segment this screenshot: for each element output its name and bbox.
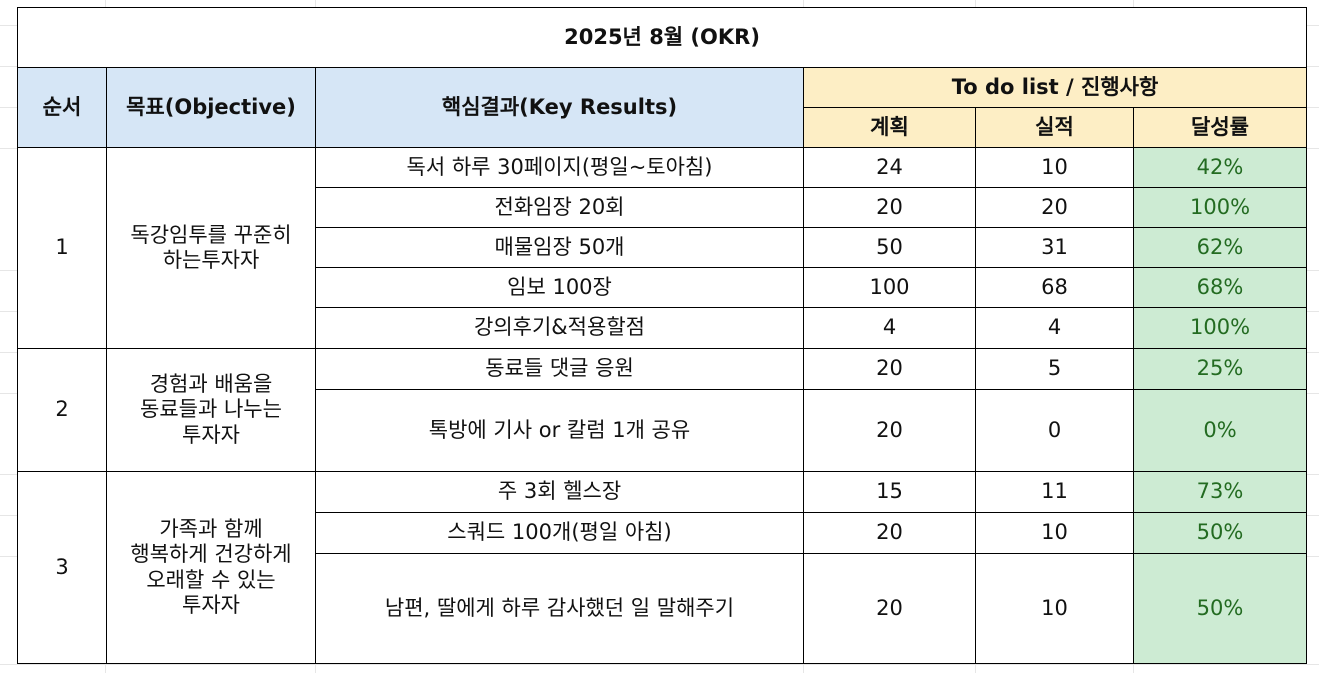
plan-cell[interactable]: 4 [803,307,976,349]
actual-cell[interactable]: 31 [975,227,1134,268]
plan-cell[interactable]: 24 [803,147,976,188]
plan-cell[interactable]: 20 [803,512,976,554]
actual-cell[interactable]: 10 [975,553,1134,664]
key-result-cell[interactable]: 매물임장 50개 [315,227,804,268]
actual-cell[interactable]: 5 [975,348,1134,390]
actual-cell[interactable]: 20 [975,187,1134,228]
header-row-top: 순서 목표(Objective) 핵심결과(Key Results) To do… [17,67,1308,148]
actual-cell[interactable]: 10 [975,147,1134,188]
objective-text: 경험과 배움을 동료들과 나누는 투자자 [108,372,315,448]
plan-cell[interactable]: 20 [803,389,976,472]
table-row: 스쿼드 100개(평일 아침) 20 10 50% [18,512,1308,554]
objective-line: 투자자 [182,422,240,447]
actual-cell[interactable]: 68 [975,267,1134,308]
key-result-cell[interactable]: 임보 100장 [315,267,804,308]
header-objective[interactable]: 목표(Objective) [106,67,316,148]
title-row: 2025년 8월 (OKR) [16,7,1308,68]
table-row: 1 독강임투를 꾸준히 하는투자자 독서 하루 30페이지(평일~토아침) 24 … [17,147,1308,349]
plan-cell[interactable]: 15 [803,471,976,513]
actual-cell[interactable]: 4 [975,307,1134,349]
table-row: 남편, 딸에게 하루 감사했던 일 말해주기 20 10 50% [18,553,1308,664]
header-actual[interactable]: 실적 [975,107,1134,148]
table-row: 전화임장 20회 20 20 100% [18,187,1308,228]
objective-text: 독강임투를 꾸준히 하는투자자 [108,222,315,273]
objective-line: 오래할 수 있는 [146,567,276,592]
objective-cell[interactable]: 독강임투를 꾸준히 하는투자자 [106,147,316,349]
table-row: 임보 100장 100 68 68% [18,267,1308,308]
actual-cell[interactable]: 0 [975,389,1134,472]
rate-cell[interactable]: 100% [1132,187,1308,228]
header-row-bottom: 계획 실적 달성률 [18,107,1308,148]
objective-cell[interactable]: 경험과 배움을 동료들과 나누는 투자자 [106,348,316,472]
plan-cell[interactable]: 50 [803,227,976,268]
objective-line: 가족과 함께 [159,517,263,542]
key-result-cell[interactable]: 스쿼드 100개(평일 아침) [315,512,804,554]
objective-text: 가족과 함께 행복하게 건강하게 오래할 수 있는 투자자 [108,517,315,618]
rate-cell[interactable]: 50% [1132,553,1308,664]
plan-cell[interactable]: 20 [803,348,976,390]
order-cell[interactable]: 1 [17,147,107,349]
key-result-cell[interactable]: 주 3회 헬스장 [315,471,804,513]
rate-cell[interactable]: 42% [1132,147,1308,188]
key-result-cell[interactable]: 강의후기&적용할점 [315,307,804,349]
key-result-cell[interactable]: 톡방에 기사 or 칼럼 1개 공유 [315,389,804,472]
header-key-results[interactable]: 핵심결과(Key Results) [315,67,804,148]
plan-cell[interactable]: 100 [803,267,976,308]
objective-line: 하는투자자 [162,248,260,272]
objective-line: 행복하게 건강하게 [130,542,292,567]
rate-cell[interactable]: 68% [1132,267,1308,308]
key-result-cell[interactable]: 남편, 딸에게 하루 감사했던 일 말해주기 [315,553,804,664]
objective-line: 동료들과 나누는 [140,397,282,422]
rate-cell[interactable]: 62% [1132,227,1308,268]
table-title[interactable]: 2025년 8월 (OKR) [16,7,1308,68]
key-result-cell[interactable]: 전화임장 20회 [315,187,804,228]
table-row: 3 가족과 함께 행복하게 건강하게 오래할 수 있는 투자자 주 3회 헬스장 15… [17,471,1308,664]
plan-cell[interactable]: 20 [803,553,976,664]
actual-cell[interactable]: 10 [975,512,1134,554]
plan-cell[interactable]: 20 [803,187,976,228]
rate-cell[interactable]: 100% [1132,307,1308,349]
okr-table: 2025년 8월 (OKR) 순서 목표(Objective) 핵심결과(Key… [16,7,1308,664]
table-row: 톡방에 기사 or 칼럼 1개 공유 20 0 0% [18,389,1308,472]
header-todo[interactable]: To do list / 진행사항 [802,67,1308,108]
actual-cell[interactable]: 11 [975,471,1134,513]
table-row: 강의후기&적용할점 4 4 100% [18,307,1308,349]
order-cell[interactable]: 2 [17,348,107,472]
rate-cell[interactable]: 73% [1132,471,1308,513]
objective-cell[interactable]: 가족과 함께 행복하게 건강하게 오래할 수 있는 투자자 [106,471,316,664]
header-plan[interactable]: 계획 [803,107,976,148]
key-result-cell[interactable]: 동료들 댓글 응원 [315,348,804,390]
objective-line: 경험과 배움을 [149,372,273,397]
order-cell[interactable]: 3 [17,471,107,664]
key-result-cell[interactable]: 독서 하루 30페이지(평일~토아침) [315,147,804,188]
rate-cell[interactable]: 50% [1132,512,1308,554]
header-rate[interactable]: 달성률 [1132,107,1308,148]
header-order[interactable]: 순서 [17,67,107,148]
rate-cell[interactable]: 0% [1132,389,1308,472]
objective-line: 투자자 [182,592,240,617]
table-row: 2 경험과 배움을 동료들과 나누는 투자자 동료들 댓글 응원 20 5 25% [17,348,1308,472]
rate-cell[interactable]: 25% [1132,348,1308,390]
objective-line: 독강임투를 꾸준히 [130,222,292,247]
